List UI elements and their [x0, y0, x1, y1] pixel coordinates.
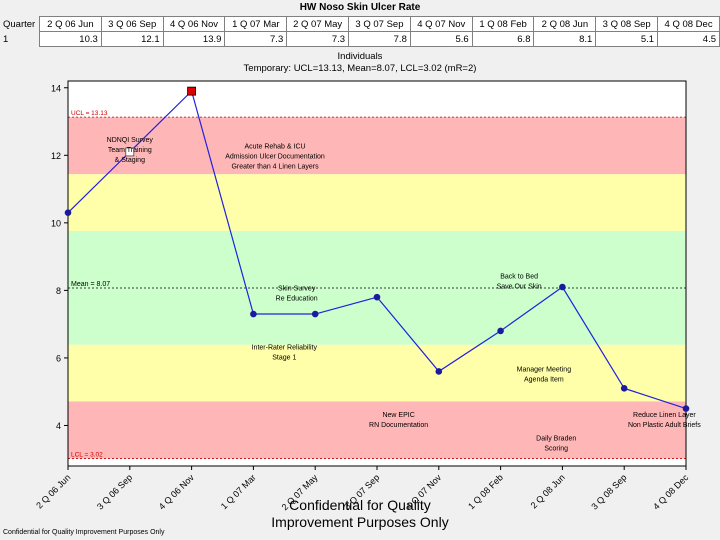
annotation-text: Save Our Skin — [497, 284, 542, 291]
annotation-text: Stage 1 — [272, 354, 296, 361]
zone-band — [68, 401, 686, 459]
data-point — [497, 327, 504, 335]
zone-band — [68, 174, 686, 231]
data-point — [125, 147, 135, 157]
chart-subtitle-2: Temporary: UCL=13.13, Mean=8.07, LCL=3.0… — [243, 63, 477, 74]
annotation-text: NDNQI Survey — [107, 137, 154, 144]
table-value-cell: 7.3 — [224, 31, 288, 47]
data-point — [187, 86, 197, 96]
watermark-text: Confidential for Quality Improvement Pur… — [271, 497, 449, 530]
ucl-label: UCL = 13.13 — [71, 110, 108, 117]
annotation-text: Skin Survey — [278, 285, 316, 292]
annotation-text: New EPIC — [382, 412, 414, 419]
zone-band — [68, 117, 686, 175]
table-value-cell: 10.3 — [38, 31, 102, 47]
data-point — [373, 293, 381, 301]
y-tick-label: 12 — [51, 151, 61, 161]
annotation-text: Non Plastic Adult Briefs — [628, 422, 701, 429]
data-point — [250, 310, 257, 318]
data-point — [559, 283, 566, 291]
x-tick-label: 4 Q 06 Nov — [157, 472, 197, 512]
annotation-text: Scoring — [544, 446, 568, 453]
table-value-cell: 7.8 — [348, 31, 411, 47]
data-point — [620, 385, 628, 392]
data-point — [435, 368, 443, 375]
y-tick-label: 6 — [56, 353, 61, 363]
annotation-text: Daily Braden — [536, 436, 576, 443]
footer-text: Confidential for Quality Improvement Pur… — [3, 529, 165, 536]
annotation-text: Admission Ulcer Documentation — [225, 154, 325, 161]
chart-subtitle: Individuals — [337, 51, 383, 62]
x-tick-label: 1 Q 08 Feb — [466, 472, 505, 511]
data-point — [682, 405, 690, 412]
chart-title: HW Noso Skin Ulcer Rate — [299, 2, 421, 13]
annotation-text: Reduce Linen Layer — [633, 412, 696, 419]
quarter-table: Quarter 2 Q 06 Jun 3 Q 06 Sep 4 Q 06 Nov 1 … — [0, 16, 720, 47]
quarter-value-row: 1 10.3 12.1 13.9 7.3 7.3 7.8 5.6 6.8 8.1 5.1 4.5 — [0, 31, 720, 47]
table-header-cell: 2 Q 08 Jun — [533, 16, 597, 32]
row-header-label: Quarter — [3, 18, 36, 30]
table-header-cell: 4 Q 08 Dec — [657, 16, 720, 32]
x-tick-label: 3 Q 06 Sep — [95, 472, 134, 511]
annotation-text: Re Education — [276, 295, 318, 302]
x-tick-label: 2 Q 06 Jun — [34, 472, 72, 510]
table-header-cell: 4 Q 07 Nov — [409, 16, 473, 32]
annotation-text: Inter-Rater Reliability — [252, 344, 318, 351]
mean-label: Mean = 8.07 — [71, 281, 110, 288]
annotation-text: Team Training — [108, 147, 152, 154]
table-header-cell: 1 Q 08 Feb — [471, 16, 535, 32]
table-value-cell: 5.6 — [409, 31, 473, 47]
annotation-text: RN Documentation — [369, 422, 428, 429]
x-tick-label: 4 Q 08 Dec — [651, 472, 691, 512]
data-point — [311, 310, 319, 318]
y-tick-label: 8 — [56, 286, 61, 296]
x-tick-label: 3 Q 08 Sep — [589, 472, 628, 511]
row-index-label: 1 — [3, 33, 9, 45]
table-header-cell: 4 Q 06 Nov — [162, 16, 226, 32]
y-tick-label: 4 — [56, 421, 61, 431]
y-tick-label: 14 — [51, 83, 61, 93]
lcl-label: LCL = 3.02 — [71, 452, 103, 459]
table-value-cell: 6.8 — [471, 31, 535, 47]
table-header-cell: 2 Q 06 Jun — [38, 16, 102, 32]
table-value-cell: 7.3 — [286, 31, 350, 47]
annotation-text: Acute Rehab & ICU — [244, 144, 305, 151]
data-point — [64, 209, 72, 217]
zone-band — [68, 344, 686, 402]
annotation-text: Manager Meeting — [517, 366, 572, 373]
annotation-text: Agenda Item — [524, 376, 564, 383]
annotation-text: & Staging — [115, 157, 145, 164]
table-value-cell: 4.5 — [657, 31, 720, 47]
annotation-text: Back to Bed — [500, 274, 538, 281]
y-tick-label: 10 — [51, 218, 61, 228]
x-tick-label: 2 Q 08 Jun — [529, 472, 567, 510]
annotation-text: Greater than 4 Linen Layers — [231, 164, 319, 171]
quarter-header-row: Quarter 2 Q 06 Jun 3 Q 06 Sep 4 Q 06 Nov 1 … — [0, 16, 720, 32]
table-header-cell: 3 Q 06 Sep — [100, 16, 164, 32]
table-header-cell: 3 Q 08 Sep — [595, 16, 659, 32]
table-value-cell: 12.1 — [100, 31, 164, 47]
table-header-cell: 3 Q 07 Sep — [348, 16, 411, 32]
